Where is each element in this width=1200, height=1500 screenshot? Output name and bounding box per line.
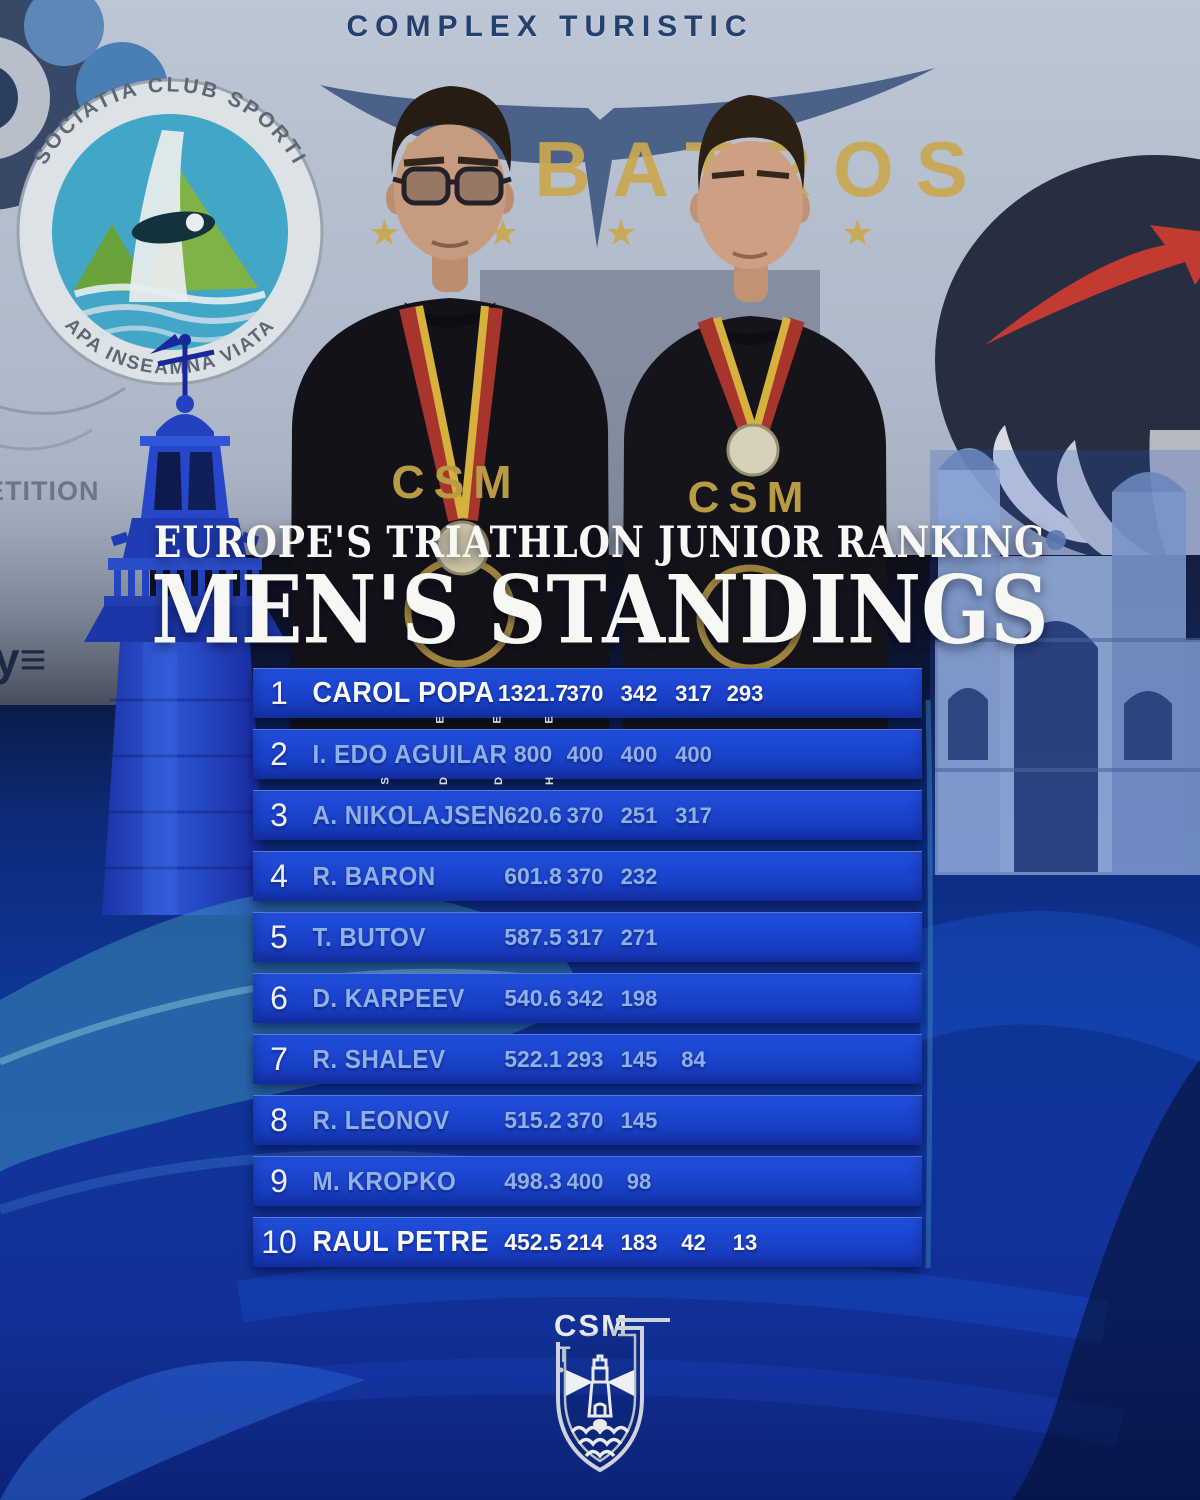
row-gap-fragment: S [379, 777, 392, 785]
lighthouse [84, 334, 286, 915]
score: 293 [726, 680, 764, 706]
row-gap-fragment: E [491, 716, 504, 724]
standings-table: 1 CAROL POPA 1321.7 370 342 317 293 2 I.… [253, 668, 922, 1267]
athlete-name: A. NIKOLAJSEN [312, 800, 506, 830]
score: 400 [620, 741, 658, 767]
score: 13 [732, 1229, 758, 1255]
background-fragment-competition: ETITION [0, 476, 100, 506]
backdrop-arc-2 [0, 428, 93, 451]
score: 251 [620, 802, 658, 828]
score: 317 [675, 680, 712, 706]
row-gap-fragment: E [434, 716, 447, 724]
casino-building [930, 448, 1200, 875]
venue-banner-text: COMPLEX TURISTIC [346, 10, 754, 43]
rank: 6 [270, 980, 288, 1016]
athlete-name: D. KARPEEV [312, 983, 465, 1013]
score: 370 [566, 680, 604, 706]
standings-row: 10 RAUL PETRE 452.5 214 183 42 13 [253, 1217, 922, 1267]
total-points: 800 [513, 741, 553, 767]
row-gap-fragment: E [543, 716, 556, 724]
athlete-name: T. BUTOV [312, 922, 426, 952]
standings-row: 7 R. SHALEV 522.1 293 145 84 [253, 1034, 922, 1084]
title-main: MEN'S STANDINGS [0, 554, 1200, 666]
rank: 9 [270, 1163, 288, 1199]
score: 42 [681, 1229, 706, 1255]
rank: 8 [270, 1102, 288, 1138]
footer-club-crest: CSM T [554, 1308, 670, 1473]
total-points: 620.6 [504, 802, 562, 828]
score: 400 [566, 741, 604, 767]
crest-club-text: CSM [554, 1308, 629, 1343]
standings-row: 6 D. KARPEEV 540.6 342 198 [253, 973, 922, 1023]
athlete-name: R. BARON [312, 861, 436, 891]
score: 271 [620, 924, 658, 950]
athlete-left: CSM [290, 86, 610, 768]
score: 98 [626, 1168, 652, 1194]
rank: 5 [270, 919, 288, 955]
athlete-name: R. LEONOV [312, 1105, 450, 1135]
rank: 1 [270, 675, 288, 711]
athlete-right: CSM [622, 95, 888, 768]
total-points: 587.5 [504, 924, 562, 950]
score: 370 [566, 802, 604, 828]
score: 342 [620, 680, 658, 706]
score: 317 [675, 802, 712, 828]
score: 232 [620, 863, 658, 889]
glasses [392, 166, 512, 206]
score: 183 [620, 1229, 658, 1255]
standings-row: 2 I. EDO AGUILAR 800 400 400 400 [253, 729, 922, 779]
rank: 4 [270, 858, 288, 894]
background-fragment-brand: y≡ [0, 633, 47, 685]
athlete-name: M. KROPKO [312, 1166, 457, 1196]
total-points: 601.8 [504, 863, 562, 889]
total-points: 1321.7 [497, 680, 569, 706]
score: 84 [681, 1046, 706, 1072]
score: 317 [566, 924, 604, 950]
score: 400 [675, 741, 712, 767]
total-points: 540.6 [504, 985, 562, 1011]
score: 293 [566, 1046, 604, 1072]
row-gap-fragment: D [492, 777, 505, 785]
title-subheading-text: EUROPE'S TRIATHLON JUNIOR RANKING [154, 518, 1046, 568]
row-gap-fragment: D [437, 777, 450, 785]
score: 198 [620, 985, 658, 1011]
athlete-name: I. EDO AGUILAR [312, 739, 508, 769]
total-points: 515.2 [504, 1107, 562, 1133]
shirt-text-right: CSM [688, 473, 813, 522]
club-logo: ASOCIATIA CLUB SPORTIV APA INSEAMNA VIAT… [16, 73, 324, 386]
title-main-text: MEN'S STANDINGS [151, 554, 1049, 666]
rank: 7 [270, 1041, 288, 1077]
standings-row: 4 R. BARON 601.8 370 232 [253, 851, 922, 901]
score: 370 [566, 863, 604, 889]
standings-row: 8 R. LEONOV 515.2 370 145 [253, 1095, 922, 1145]
backdrop-arc-1 [0, 386, 126, 415]
score: 145 [620, 1046, 658, 1072]
total-points: 452.5 [504, 1229, 562, 1255]
rank: 3 [270, 797, 288, 833]
standings-row: 3 A. NIKOLAJSEN 620.6 370 251 317 [253, 790, 922, 840]
athlete-name: CAROL POPA [312, 677, 495, 709]
athlete-name: RAUL PETRE [312, 1226, 489, 1258]
rank: 10 [261, 1224, 297, 1260]
score: 214 [566, 1229, 604, 1255]
standings-row: 1 CAROL POPA 1321.7 370 342 317 293 [253, 668, 922, 718]
standings-row: 9 M. KROPKO 498.3 400 98 [253, 1156, 922, 1206]
score: 145 [620, 1107, 658, 1133]
total-points: 522.1 [504, 1046, 562, 1072]
athlete-name: R. SHALEV [312, 1044, 446, 1074]
total-points: 498.3 [504, 1168, 562, 1194]
standings-row: 5 T. BUTOV 587.5 317 271 [253, 912, 922, 962]
rank: 2 [270, 736, 288, 772]
score: 342 [566, 985, 604, 1011]
score: 370 [566, 1107, 604, 1133]
shirt-text-left: CSM [391, 456, 520, 508]
score: 400 [566, 1168, 604, 1194]
row-gap-fragment: H [543, 777, 556, 785]
title-subheading: EUROPE'S TRIATHLON JUNIOR RANKING [0, 518, 1200, 568]
